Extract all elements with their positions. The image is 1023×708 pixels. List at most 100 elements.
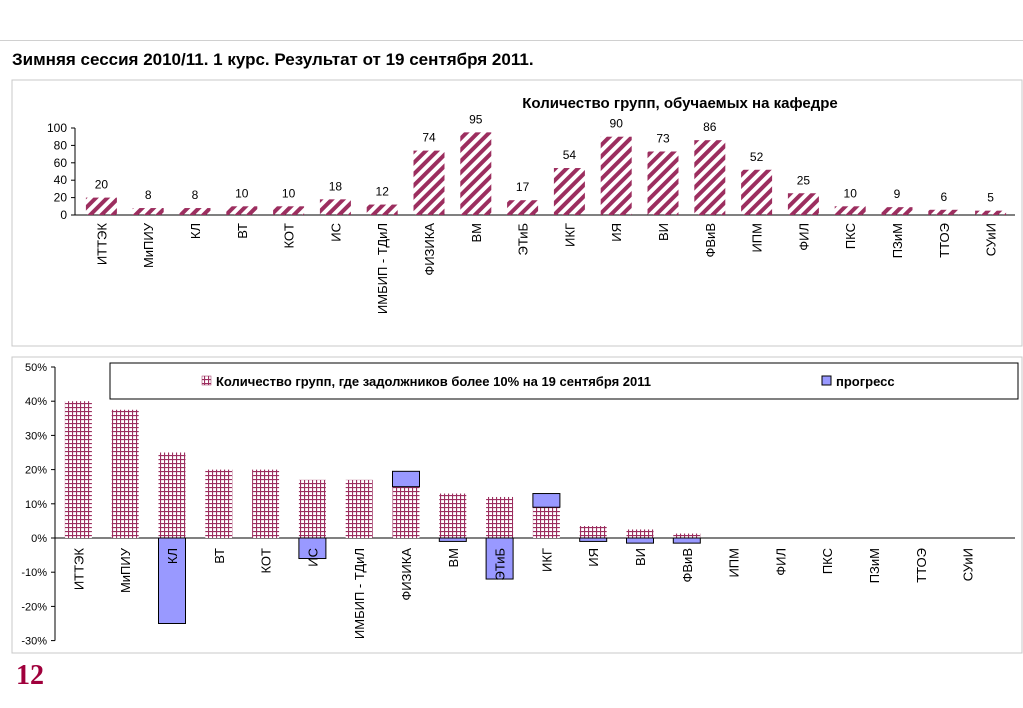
chart1-bar xyxy=(694,140,726,215)
chart1-bar xyxy=(787,193,819,215)
chart1-ytick-label: 60 xyxy=(54,156,68,170)
page-title: Зимняя сессия 2010/11. 1 курс. Результат… xyxy=(12,50,534,69)
chart1-bar xyxy=(85,197,117,215)
chart1-category-label: СУиИ xyxy=(984,223,999,256)
chart1-data-label: 8 xyxy=(145,188,152,202)
chart1-data-label: 8 xyxy=(192,188,199,202)
chart2-category-label: ФИЗИКА xyxy=(399,548,414,601)
chart1-category-label: КОТ xyxy=(282,223,297,249)
chart1-bar xyxy=(319,199,351,215)
chart1-title: Количество групп, обучаемых на кафедре xyxy=(522,95,838,112)
chart2-category-label: ИКГ xyxy=(539,548,554,572)
chart1-ytick-label: 100 xyxy=(47,121,67,135)
chart1-category-label: ВТ xyxy=(235,223,250,239)
chart1-category-label: ИКГ xyxy=(562,223,577,247)
chart2-category-label: ИМБИП - ТДиЛ xyxy=(352,548,367,639)
chart2-category-label: ВМ xyxy=(446,548,461,568)
chart1-data-label: 25 xyxy=(797,173,811,187)
chart2-category-label: ПКС xyxy=(820,548,835,574)
chart2-debt-bar xyxy=(205,469,233,538)
chart2-progress-bar xyxy=(298,537,327,560)
chart1-category-label: ТТОЭ xyxy=(937,223,952,258)
chart1-data-label: 6 xyxy=(940,190,947,204)
legend-label-progress: прогресс xyxy=(836,374,895,389)
chart2-ytick-label: -30% xyxy=(21,636,47,648)
chart2-debt-bar xyxy=(532,507,560,538)
chart1-data-label: 10 xyxy=(235,186,249,200)
chart2-category-label: ВТ xyxy=(212,548,227,564)
chart2-debt-bar xyxy=(486,496,514,538)
chart2-category-label: ТТОЭ xyxy=(914,548,929,583)
chart1-bar xyxy=(226,206,258,215)
chart1-ytick-label: 40 xyxy=(54,173,68,187)
chart1-category-label: ИМБИП - ТДиЛ xyxy=(375,223,390,314)
chart1-bar xyxy=(507,200,539,215)
chart1-data-label: 12 xyxy=(376,185,390,199)
chart2-debt-bar xyxy=(579,526,607,538)
chart2-debt-bar xyxy=(673,533,701,538)
chart2-ytick-label: 50% xyxy=(25,362,47,374)
chart1-bar xyxy=(834,206,866,215)
chart2-debt-bar xyxy=(626,529,654,538)
chart2-debt-bar xyxy=(111,409,139,538)
chart2-debt-bar xyxy=(345,479,373,538)
chart2-category-label: ИЯ xyxy=(586,548,601,567)
chart1-category-label: ФВиВ xyxy=(703,223,718,258)
chart1-bar xyxy=(366,204,398,215)
chart1-data-label: 73 xyxy=(656,131,670,145)
chart2-progress-bar xyxy=(626,537,654,544)
chart2-debt-bar xyxy=(252,469,280,538)
chart2-progress-bar xyxy=(579,537,608,542)
chart2-category-label: ФИЛ xyxy=(773,548,788,576)
chart2-ytick-label: -10% xyxy=(21,567,47,579)
chart2-category-label: ИТТЭК xyxy=(71,548,86,591)
chart1-category-label: ИПМ xyxy=(750,223,765,253)
chart2-legend xyxy=(109,362,1019,400)
chart1-data-label: 9 xyxy=(894,187,901,201)
chart1-bar xyxy=(132,208,164,215)
chart1-data-label: 17 xyxy=(516,180,530,194)
chart1-bar xyxy=(741,169,773,215)
chart2-category-label: ЭТиБ xyxy=(493,548,508,581)
chart2-ytick-label: 0% xyxy=(31,533,47,545)
chart2-progress-bar xyxy=(158,537,186,624)
chart1-category-label: ФИЗИКА xyxy=(422,223,437,276)
chart1-category-label: ПЗиМ xyxy=(890,223,905,258)
chart2-category-label: СУиИ xyxy=(961,548,976,581)
chart2-ytick-label: 30% xyxy=(25,430,47,442)
chart2-ytick-label: 40% xyxy=(25,396,47,408)
debtors-chart: -30% -20% -10% 0% 10% 20% 30% 40% 50% Количество … xyxy=(11,356,1023,654)
chart2-category-label: ВИ xyxy=(633,548,648,566)
chart1-ytick-label: 80 xyxy=(54,138,68,152)
chart1-bar xyxy=(881,207,913,215)
chart1-bar xyxy=(553,168,585,215)
chart1-category-label: ПКС xyxy=(843,223,858,249)
chart2-category-label: ИПМ xyxy=(727,548,742,578)
slide-number: 12 xyxy=(16,660,44,691)
chart1-category-label: ЭТиБ xyxy=(516,223,531,256)
chart2-category-label: МиПИУ xyxy=(118,547,133,593)
legend-swatch-progress xyxy=(821,375,832,386)
chart1-category-label: ИТТЭК xyxy=(94,223,109,266)
chart1-category-label: ИС xyxy=(328,223,343,242)
chart1-category-label: ФИЛ xyxy=(796,223,811,251)
chart1-bar xyxy=(975,210,1007,215)
chart2-progress-bar xyxy=(438,537,467,542)
chart1-data-label: 74 xyxy=(422,131,436,145)
chart2-progress-bar xyxy=(672,537,701,544)
chart2-ytick-label: 20% xyxy=(25,465,47,477)
chart2-progress-bar xyxy=(532,493,561,508)
chart2-category-label: ФВиВ xyxy=(680,548,695,583)
chart2-category-label: КЛ xyxy=(165,548,180,564)
chart1-data-label: 5 xyxy=(987,191,994,205)
chart2-category-label: ПЗиМ xyxy=(867,548,882,583)
groups-count-chart: Количество групп, обучаемых на кафедре 0 2… xyxy=(11,79,1023,347)
chart1-bar xyxy=(647,151,679,215)
chart2-ytick-label: -20% xyxy=(21,601,47,613)
chart1-data-label: 90 xyxy=(610,117,624,131)
legend-label-debt: Количество групп, где задолжников более … xyxy=(216,374,651,389)
chart1-bar xyxy=(460,132,492,215)
chart2-debt-bar xyxy=(158,452,186,538)
chart2-debt-bar xyxy=(392,486,420,538)
chart2-debt-bar xyxy=(64,401,92,538)
